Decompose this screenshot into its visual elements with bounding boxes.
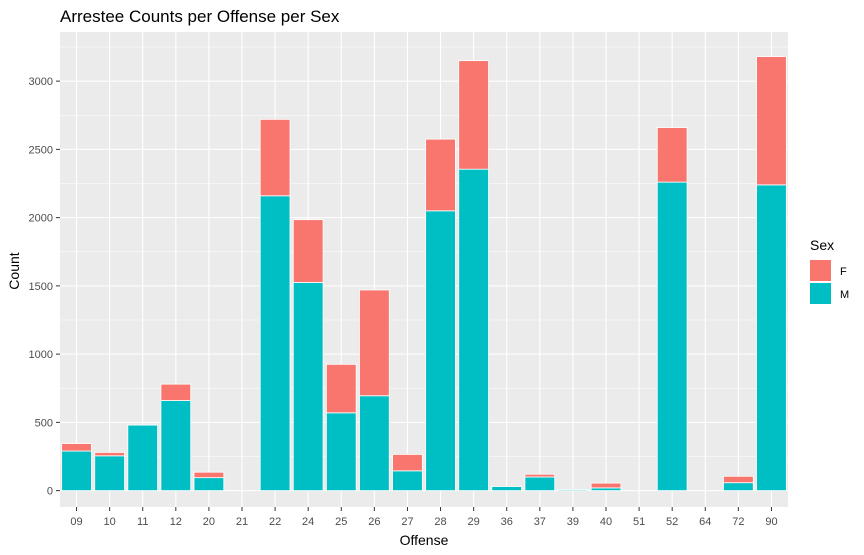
x-tick-label: 39 [567,516,579,528]
y-tick-label: 0 [47,486,53,498]
bar-20-F [193,471,225,479]
bar-11-M [127,424,159,492]
bar-27-F [392,454,423,472]
legend-label-M: M [840,289,849,301]
bar-25-M [325,412,357,492]
legend-title: Sex [810,237,834,253]
x-tick-label: 72 [732,516,744,528]
bar-27-M [392,470,423,492]
x-tick-label: 29 [468,516,480,528]
x-tick-label: 27 [401,516,413,528]
x-tick-label: 09 [70,516,82,528]
bar-52-M [656,181,688,492]
x-tick-label: 10 [104,516,116,528]
x-tick-label: 24 [302,516,314,528]
x-tick-label: 52 [666,516,678,528]
bar-26-F [359,289,390,397]
bar-20-M [193,477,225,492]
bar-12-M [160,400,192,492]
x-tick-label: 36 [501,516,513,528]
bar-09-F [61,443,92,452]
legend-key-M [810,283,831,304]
bar-39-M [557,489,589,492]
bar-90-M [756,184,787,492]
bar-12-F [160,383,192,401]
bar-37-F [524,473,556,478]
bar-52-F [656,127,688,183]
x-tick-label: 21 [236,516,248,528]
bar-29-F [458,60,489,170]
bar-28-M [425,210,456,492]
bar-22-F [259,118,291,197]
bar-22-M [259,195,291,492]
bar-72-M [723,482,754,492]
y-tick-label: 2500 [29,144,53,156]
y-tick-label: 500 [35,417,53,429]
y-tick-label: 2000 [29,213,53,225]
bar-90-F [756,56,787,186]
x-tick-label: 25 [335,516,347,528]
bar-29-M [458,168,489,492]
x-tick-label: 37 [534,516,546,528]
y-tick-label: 3000 [29,76,53,88]
bar-37-M [524,476,556,492]
y-tick-label: 1000 [29,349,53,361]
x-tick-label: 22 [269,516,281,528]
bar-25-F [325,363,357,414]
x-tick-label: 40 [600,516,612,528]
bars [61,56,787,492]
bar-40-M [590,487,622,492]
x-tick-label: 11 [137,516,148,528]
bar-28-F [425,138,456,212]
x-axis: 09 10 11 12 20 21 22 24 25 26 27 28 29 36 37 39 40 51 52 64… [70,507,778,528]
x-tick-label: 90 [765,516,777,528]
bar-72-F [723,475,754,484]
bar-36-M [491,486,523,492]
x-tick-label: 26 [368,516,380,528]
x-axis-title: Offense [400,532,449,548]
y-axis-title: Count [6,252,22,289]
bar-24-F [292,219,324,283]
x-tick-label: 20 [203,516,215,528]
x-tick-label: 64 [699,516,711,528]
bar-10-F [94,452,125,457]
bar-40-F [590,482,622,489]
legend-label-F: F [840,266,847,278]
x-tick-label: 28 [434,516,446,528]
bar-24-M [292,282,324,492]
legend: Sex FM [810,237,849,304]
x-tick-label: 51 [633,516,645,528]
x-tick-label: 12 [170,516,182,528]
bar-26-M [359,395,390,492]
bar-10-M [94,455,125,492]
y-tick-label: 1500 [29,281,53,293]
legend-key-F [810,260,831,281]
bar-09-M [61,450,92,492]
y-axis: 0 500 1000 1500 2000 2500 3000 [29,76,60,498]
chart-title: Arrestee Counts per Offense per Sex [60,7,340,26]
